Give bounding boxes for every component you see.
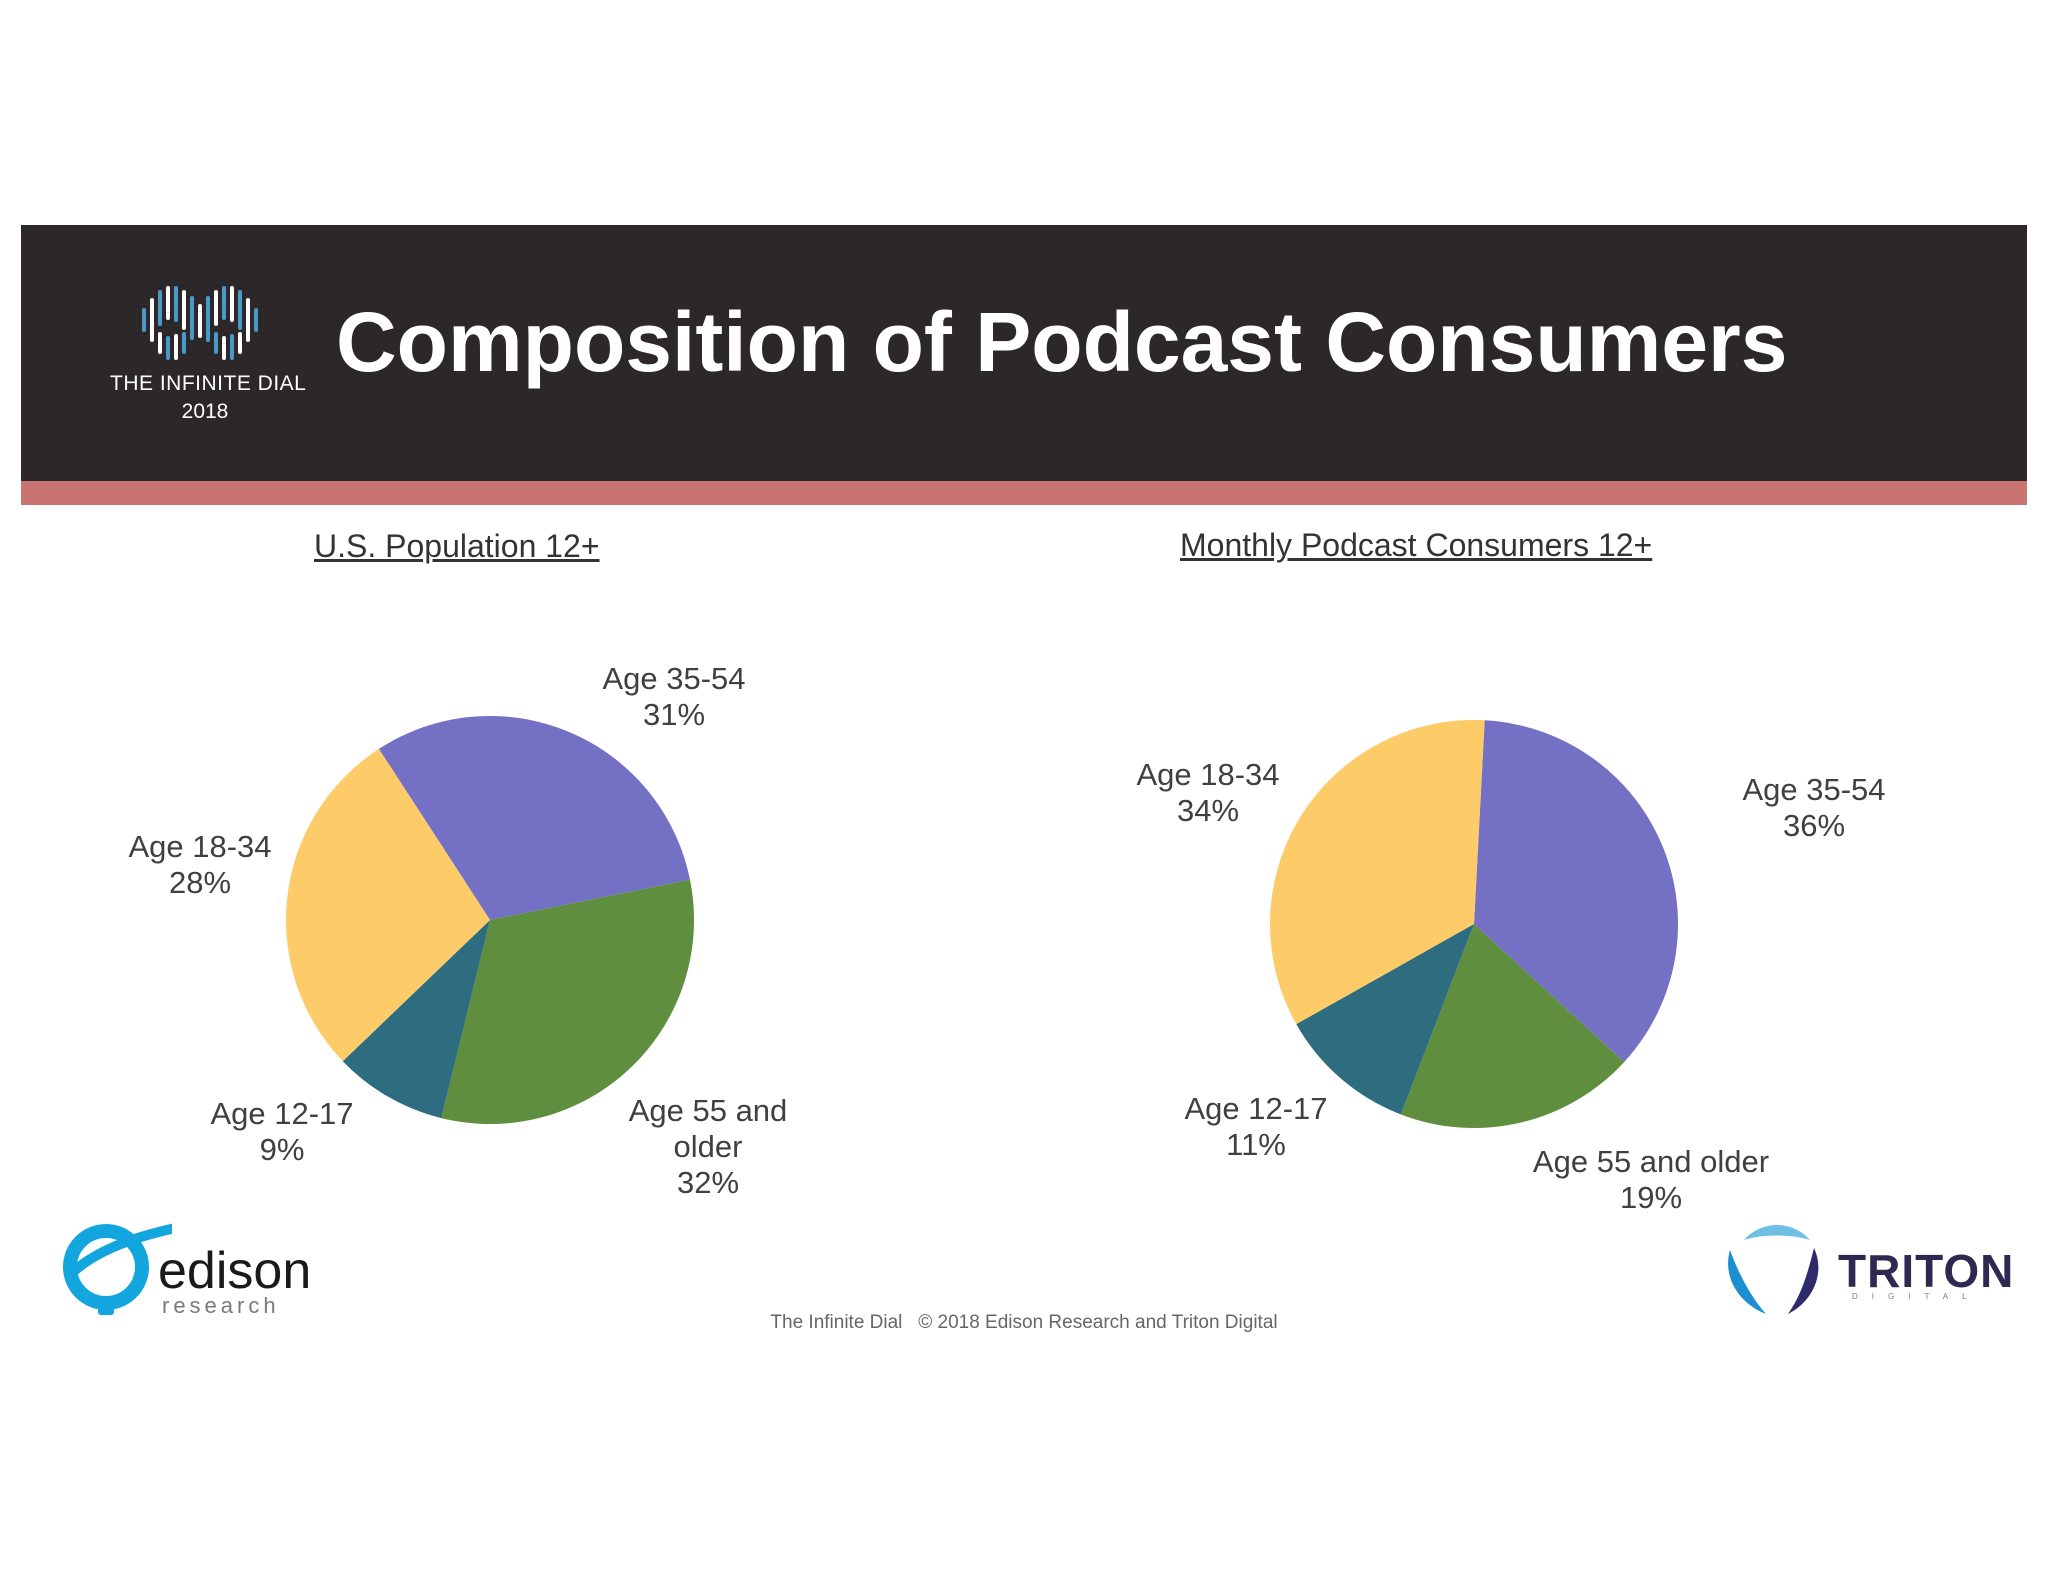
- triton-digital-logo: TRITON DIGITAL: [1722, 1220, 2013, 1320]
- pie-podcast-slice-age-18-34: [1269, 720, 1485, 1025]
- label-podcast-age-18-34: Age 18-34 34%: [1136, 757, 1280, 828]
- pie-podcast-slice-age-55-plus: [1400, 924, 1625, 1128]
- label-podcast-age-12-17: Age 12-17 11%: [1184, 1091, 1328, 1162]
- label-us-age-18-34: Age 18-34 28%: [128, 829, 272, 900]
- label-us-age-12-17: Age 12-17 9%: [210, 1096, 354, 1167]
- infinity-icon: [142, 286, 258, 360]
- page-title: Composition of Podcast Consumers: [336, 295, 1788, 389]
- chart-title-podcast-consumers: Monthly Podcast Consumers 12+: [1180, 527, 1653, 563]
- triton-wordmark: TRITON: [1838, 1245, 2015, 1297]
- header-banner: [21, 225, 2027, 481]
- edison-wordmark: edison: [158, 1242, 312, 1300]
- edison-bulb-icon: [63, 1223, 172, 1315]
- logo-name: THE INFINITE DIAL: [110, 372, 307, 395]
- triton-emblem-icon: [1728, 1225, 1819, 1314]
- triton-subtitle: DIGITAL: [1852, 1292, 1981, 1301]
- pie-podcast-slice-age-35-54: [1474, 720, 1678, 1063]
- edison-research-logo: edison research: [62, 1215, 322, 1325]
- label-us-age-55-plus: Age 55 and older 32%: [628, 1093, 788, 1200]
- pie-us-slice-age-55-plus: [441, 879, 695, 1124]
- label-us-age-35-54: Age 35-54 31%: [602, 661, 746, 732]
- pie-us-slice-age-18-34: [285, 748, 490, 1062]
- pie-podcast-slice-age-12-17: [1296, 924, 1474, 1115]
- label-podcast-age-35-54: Age 35-54 36%: [1742, 772, 1886, 843]
- pie-us-slice-age-35-54: [378, 716, 690, 920]
- infinite-dial-logo: THE INFINITE DIAL 2018: [110, 272, 307, 432]
- header-stripe: [21, 481, 2027, 505]
- edison-subtitle: research: [162, 1293, 280, 1318]
- chart-title-us-population: U.S. Population 12+: [314, 528, 600, 564]
- label-podcast-age-55-plus: Age 55 and older 19%: [1532, 1144, 1770, 1215]
- logo-year: 2018: [181, 400, 229, 423]
- footer-copyright: The Infinite Dial © 2018 Edison Research…: [770, 1312, 1278, 1333]
- pie-us-slice-age-12-17: [342, 920, 490, 1119]
